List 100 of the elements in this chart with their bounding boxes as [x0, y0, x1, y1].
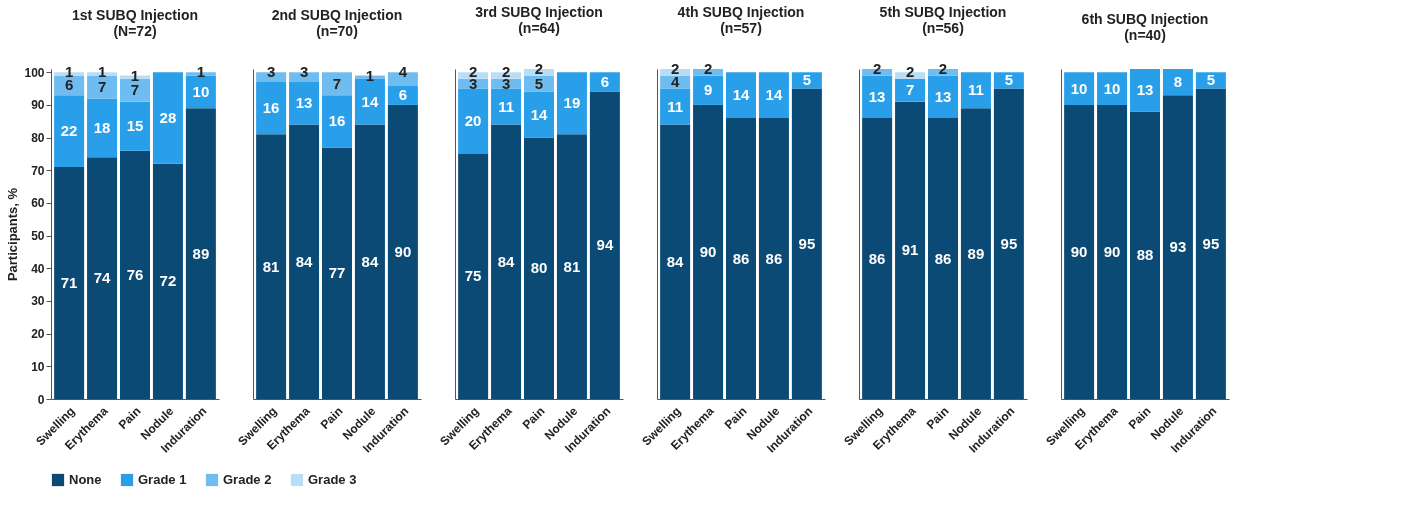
data-label: 10 [192, 82, 210, 100]
data-label: 91 [901, 241, 919, 259]
bar [758, 118, 789, 399]
data-label: 2 [905, 63, 915, 81]
data-label: 2 [534, 60, 544, 77]
bar [1195, 72, 1226, 89]
data-label: 20 [464, 112, 482, 130]
y-tick-label: 60 [31, 196, 45, 211]
data-label: 2 [703, 60, 713, 77]
bar [726, 118, 756, 399]
y-tick-label: 70 [31, 163, 45, 178]
chart-subtitle: (n=64) [518, 20, 560, 36]
bar [1097, 104, 1128, 399]
data-label: 15 [126, 117, 144, 135]
bar [387, 104, 418, 399]
legend-label: Grade 1 [138, 472, 187, 487]
data-label: 5 [802, 71, 812, 89]
bar [152, 72, 183, 164]
data-label: 89 [192, 244, 210, 262]
data-label: 93 [1169, 238, 1187, 256]
y-tick-label: 20 [31, 327, 45, 342]
bar [1162, 69, 1193, 96]
data-label: 90 [1103, 242, 1121, 260]
data-label: 84 [497, 252, 516, 270]
data-label: 86 [868, 249, 886, 267]
data-label: 71 [60, 274, 78, 292]
chart-title: 1st SUBQ Injection [71, 7, 199, 24]
bar [556, 72, 587, 135]
bar [693, 104, 724, 399]
data-label: 1 [196, 63, 206, 81]
y-axis-title: Participants, % [5, 187, 21, 282]
data-label: 14 [732, 86, 750, 104]
chart-title: 5th SUBQ Injection [879, 4, 1007, 20]
data-label: 90 [699, 242, 717, 260]
bar [1064, 104, 1095, 399]
bar [1195, 88, 1226, 399]
chart-title: 3rd SUBQ Injection [475, 4, 603, 20]
bar [458, 88, 489, 154]
bar [458, 153, 489, 399]
bar [322, 147, 352, 399]
data-label: 81 [563, 257, 581, 275]
data-label: 89 [967, 244, 985, 262]
data-label: 28 [159, 109, 177, 127]
data-label: 11 [968, 81, 984, 99]
bar [758, 72, 789, 119]
bar [289, 82, 320, 125]
y-tick-label: 90 [31, 98, 45, 113]
bar [660, 88, 691, 125]
data-label: 88 [1136, 246, 1154, 264]
data-label: 3 [299, 63, 309, 81]
bar [152, 163, 183, 399]
data-label: 76 [126, 265, 144, 283]
bar [256, 134, 287, 399]
chart-title: 2nd SUBQ Injection [271, 7, 403, 24]
chart-title: 6th SUBQ Injection [1081, 11, 1209, 27]
data-label: 5 [534, 74, 544, 92]
bar [928, 75, 958, 119]
bar [589, 91, 620, 399]
data-label: 77 [328, 264, 346, 282]
data-label: 13 [868, 87, 886, 105]
y-tick-label: 0 [37, 392, 45, 407]
bar [185, 108, 216, 399]
data-label: 8 [1173, 73, 1183, 91]
bar [120, 101, 150, 151]
data-label: 3 [266, 63, 276, 81]
bar [960, 72, 991, 109]
bar [862, 118, 893, 399]
data-label: 90 [1070, 242, 1088, 260]
bar [895, 101, 926, 399]
bar [862, 75, 893, 119]
data-label: 13 [295, 94, 313, 112]
data-label: 84 [361, 252, 379, 270]
bar [660, 124, 691, 399]
bar [960, 108, 991, 399]
bar [895, 78, 926, 102]
bar [556, 134, 587, 399]
bar [491, 88, 522, 125]
data-label: 86 [732, 249, 750, 267]
data-label: 95 [798, 234, 816, 252]
bar [524, 137, 554, 399]
bar [387, 85, 418, 105]
bar [87, 157, 118, 399]
bar [524, 91, 554, 138]
data-label: 86 [765, 249, 783, 267]
y-tick-label: 80 [31, 131, 45, 146]
bar [1162, 95, 1193, 399]
bar [993, 88, 1024, 399]
bar [120, 150, 150, 399]
bar [54, 95, 85, 168]
data-label: 6 [398, 86, 408, 104]
bar [791, 72, 822, 89]
bar [726, 72, 756, 119]
data-label: 84 [666, 252, 685, 270]
data-label: 5 [1004, 71, 1014, 89]
data-label: 81 [262, 257, 280, 275]
legend-label: Grade 3 [308, 472, 357, 487]
bar [256, 82, 287, 135]
data-label: 18 [93, 118, 111, 136]
bar [589, 72, 620, 92]
data-label: 7 [905, 81, 915, 99]
